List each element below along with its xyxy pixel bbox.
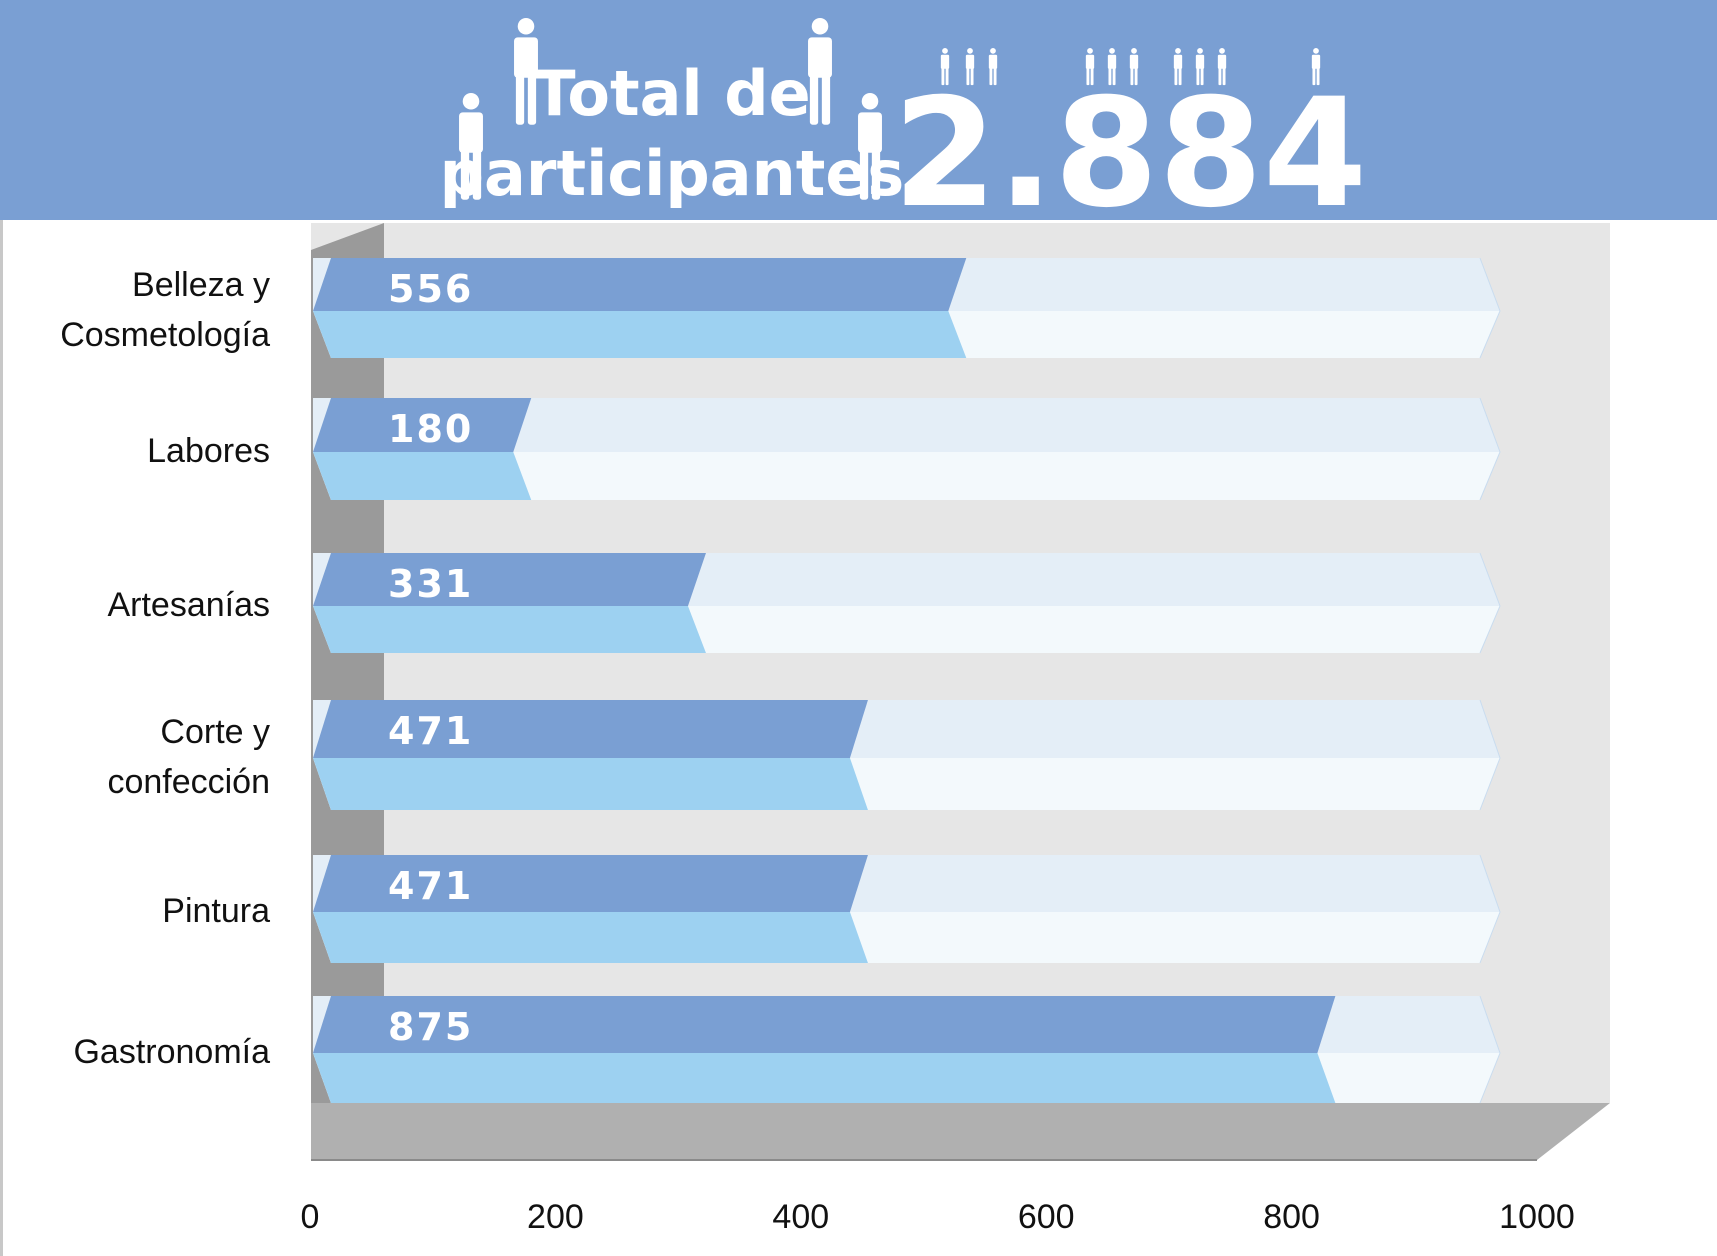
person-icon (1107, 48, 1117, 86)
person-icon (1217, 48, 1227, 86)
person-icon (514, 18, 538, 125)
person-icon (1085, 48, 1095, 86)
bar-value-label: 875 (388, 1005, 473, 1049)
person-icon (940, 48, 950, 86)
x-tick-label: 1000 (1499, 1198, 1575, 1236)
bar-upper (313, 258, 967, 311)
category-label: Pintura (162, 892, 270, 930)
category-label: confección (107, 763, 270, 801)
person-icon (1326, 118, 1334, 153)
person-icon (1311, 48, 1321, 86)
header-banner: Total de participantes 2.884 (0, 0, 1717, 220)
bar-upper (313, 855, 868, 912)
bar-upper (313, 553, 706, 606)
person-icon (858, 93, 882, 200)
category-label: Gastronomía (73, 1033, 270, 1071)
header-graphic: Total de participantes 2.884 (440, 18, 1367, 220)
bar-upper (313, 398, 532, 452)
x-tick-label: 200 (527, 1198, 584, 1236)
bar-lower (313, 452, 532, 500)
bar-track-cap (1479, 552, 1501, 654)
category-label: Corte y (160, 713, 270, 751)
person-icon (459, 93, 483, 200)
bar-track-cap (1479, 397, 1501, 501)
person-icon (1129, 48, 1139, 86)
bar-lower (313, 311, 967, 358)
header-title-line1: Total de (533, 57, 810, 130)
bar-track-cap (1479, 699, 1501, 811)
total-participants-value: 2.884 (893, 67, 1367, 220)
bar-lower (313, 606, 706, 653)
bar-value-label: 471 (388, 709, 473, 753)
x-tick-label: 600 (1018, 1198, 1075, 1236)
person-icon (988, 48, 998, 86)
person-icon (965, 48, 975, 86)
category-label: Belleza y (132, 266, 270, 304)
bar-lower (313, 1053, 1336, 1103)
person-icon (1173, 48, 1183, 86)
bar-track-lower (313, 452, 1500, 500)
chart-area: 556 180 331 471 471 875 Belleza y Cosmetología… (0, 220, 1717, 1256)
bar-lower (313, 912, 868, 963)
category-label: Labores (147, 432, 270, 470)
bar-value-label: 471 (388, 864, 473, 908)
x-tick-label: 0 (301, 1198, 320, 1236)
bar-upper (313, 700, 868, 758)
bar-value-label: 331 (388, 562, 473, 606)
bar-upper (313, 996, 1336, 1053)
header-title-line2: participantes (440, 137, 905, 210)
bar-value-label: 180 (388, 407, 473, 451)
person-icon (1195, 48, 1205, 86)
bar-track-cap (1479, 257, 1501, 359)
x-tick-label: 800 (1263, 1198, 1320, 1236)
chart-floor (311, 1103, 1610, 1160)
category-label: Cosmetología (60, 316, 270, 354)
bar-track-cap (1479, 995, 1501, 1104)
bar-track-cap (1479, 854, 1501, 964)
person-icon (808, 18, 832, 125)
x-tick-label: 400 (772, 1198, 829, 1236)
bar-value-label: 556 (388, 267, 473, 311)
category-label: Artesanías (107, 586, 270, 624)
bar-lower (313, 758, 868, 810)
